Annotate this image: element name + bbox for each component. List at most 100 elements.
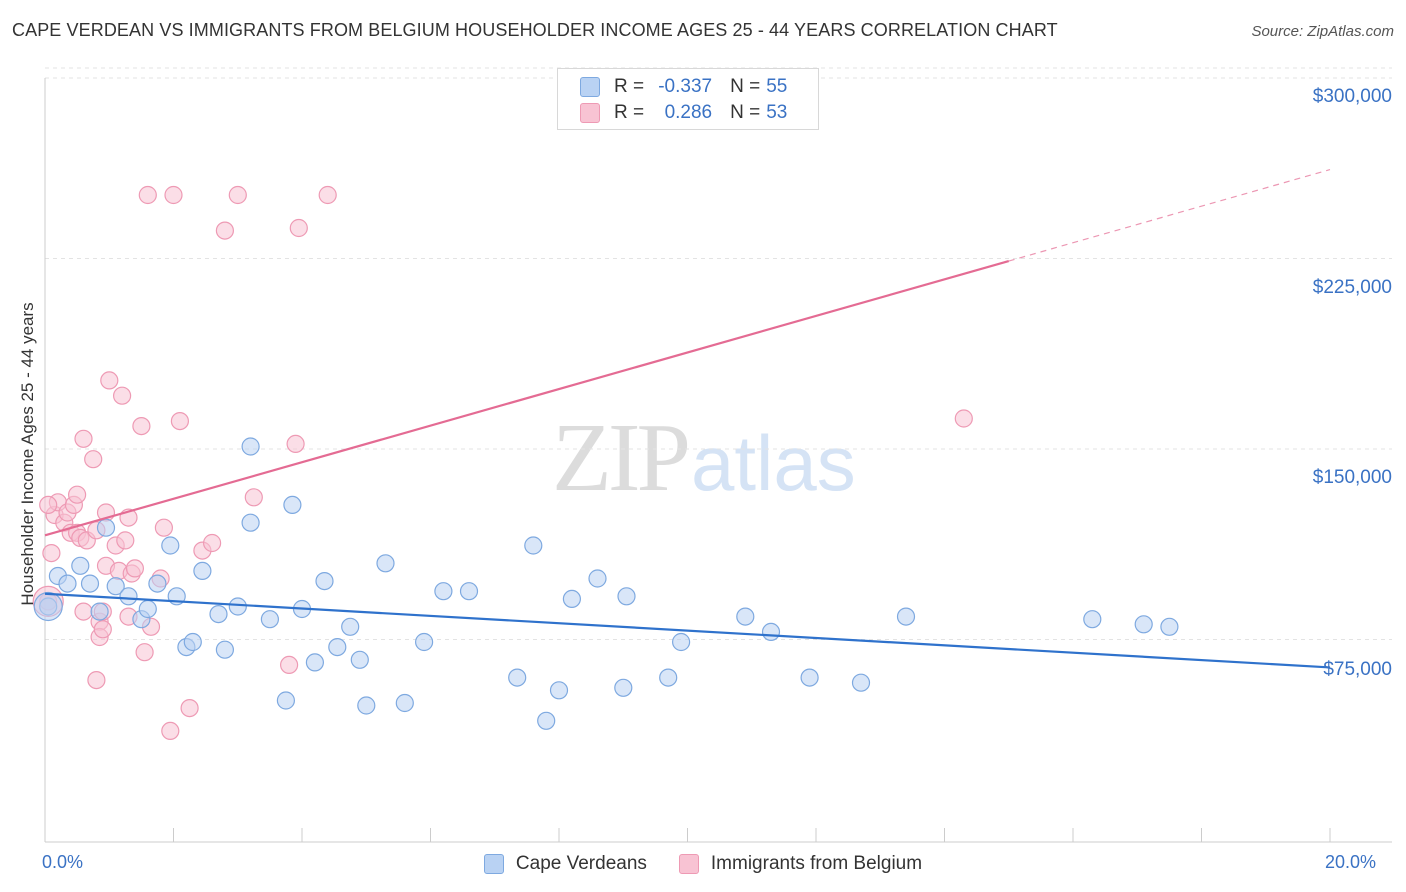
cape-verdean-point-32 xyxy=(376,554,395,573)
belgium-point-50 xyxy=(318,185,337,205)
cape-verdean-point-6 xyxy=(96,518,116,537)
cape-verdean-point-7 xyxy=(106,577,125,596)
cape-verdean-point-39 xyxy=(537,711,556,730)
belgium-point-11 xyxy=(74,602,93,621)
belgium-point-40 xyxy=(170,412,189,431)
legend-swatch-pink xyxy=(580,103,600,123)
legend-n-label: N = xyxy=(730,76,761,97)
belgium-point-41 xyxy=(180,698,199,718)
y-tick-label-300000: $300,000 xyxy=(1312,86,1392,107)
belgium-point-44 xyxy=(215,221,234,240)
belgium-point-32 xyxy=(132,417,151,436)
belgium-point-8 xyxy=(67,485,87,504)
legend-label-cape-verdeans: Cape Verdeans xyxy=(515,853,647,874)
trend-lines xyxy=(44,169,1331,669)
belgium-point-39 xyxy=(164,185,183,205)
belgium-point-46 xyxy=(244,488,263,507)
cape-verdean-point-36 xyxy=(459,582,479,601)
cape-verdean-point-22 xyxy=(260,610,279,629)
belgium-point-31 xyxy=(125,559,144,578)
cape-verdean-point-12 xyxy=(161,536,180,555)
belgium-point-14 xyxy=(84,450,103,469)
legend-r-value: -0.337 xyxy=(658,76,713,97)
legend-swatch-pink xyxy=(678,854,699,874)
legend-label-immigrants-from-belgium: Immigrants from Belgium xyxy=(710,853,923,874)
grid-lines xyxy=(45,67,1392,640)
belgium-point-51 xyxy=(954,409,973,428)
cape-verdean-point-49 xyxy=(800,668,819,687)
cape-verdean-point-20 xyxy=(241,437,260,456)
cape-verdean-point-18 xyxy=(215,640,234,659)
cape-verdean-point-2 xyxy=(58,574,77,593)
cape-verdean-point-3 xyxy=(71,556,90,575)
belgium-point-33 xyxy=(135,643,154,662)
cape-verdean-point-38 xyxy=(524,536,543,555)
cape-verdean-point-21 xyxy=(241,513,260,532)
y-tick-label-225000: $225,000 xyxy=(1312,277,1392,298)
legend-r-label: R = xyxy=(614,76,645,97)
belgium-point-43 xyxy=(203,533,222,553)
stats-legend: R = -0.337 N = 55 R = 0.286 N = 53 xyxy=(557,68,819,130)
cape-verdean-point-34 xyxy=(415,632,434,652)
belgium-point-48 xyxy=(286,434,305,453)
cape-verdean-point-27 xyxy=(315,571,334,591)
axes xyxy=(44,78,1392,843)
belgium-point-12 xyxy=(74,429,93,448)
legend-swatch-blue xyxy=(580,77,600,97)
belgium-point-49 xyxy=(289,218,308,238)
cape-verdean-point-52 xyxy=(1083,610,1102,629)
legend-swatch-blue xyxy=(483,854,504,874)
y-tick-label-75000: $75,000 xyxy=(1323,659,1392,680)
cape-verdean-point-10 xyxy=(138,599,157,619)
belgium-trend-extension xyxy=(1008,169,1331,262)
belgium-point-19 xyxy=(93,620,112,639)
cape-verdean-point-53 xyxy=(1134,615,1153,634)
belgium-point-45 xyxy=(228,185,247,205)
cape-verdean-point-5 xyxy=(90,602,109,621)
legend-n-label: N = xyxy=(730,102,761,123)
cape-verdean-point-37 xyxy=(508,668,527,687)
y-tick-label-150000: $150,000 xyxy=(1312,467,1392,488)
legend-item-immigrants-from-belgium: Immigrants from Belgium xyxy=(678,853,923,875)
legend-row-cape-verdeans: R = -0.337 N = 55 xyxy=(580,75,796,99)
cape-verdean-point-17 xyxy=(209,604,228,624)
belgium-point-26 xyxy=(112,386,132,405)
cape-verdean-point-15 xyxy=(183,632,202,652)
legend-n-value: 55 xyxy=(766,76,788,97)
series-immigrants-from-belgium xyxy=(32,185,973,741)
cape-verdean-point-42 xyxy=(588,569,607,588)
cape-verdean-point-29 xyxy=(341,617,360,636)
cape-verdean-point-16 xyxy=(193,561,212,581)
belgium-point-47 xyxy=(280,655,299,675)
cape-verdean-trend-line xyxy=(44,592,1331,669)
cape-verdean-point-30 xyxy=(350,650,369,669)
x-axis-left-label: 0.0% xyxy=(42,852,84,872)
legend-row-immigrants-from-belgium: R = 0.286 N = 53 xyxy=(580,101,796,125)
cape-verdean-point-31 xyxy=(357,696,376,715)
cape-verdean-point-11 xyxy=(148,574,167,593)
cape-verdean-point-19 xyxy=(228,597,247,616)
cape-verdean-point-24 xyxy=(283,495,302,514)
cape-verdean-point-46 xyxy=(671,632,691,652)
cape-verdean-point-23 xyxy=(276,691,295,710)
cape-verdean-point-35 xyxy=(434,582,453,601)
cape-verdean-point-47 xyxy=(736,607,755,626)
legend-r-value: 0.286 xyxy=(664,102,713,123)
belgium-point-52 xyxy=(39,495,58,514)
cape-verdean-point-48 xyxy=(761,622,781,642)
source-text: Source: ZipAtlas.com xyxy=(1251,23,1394,40)
cape-verdean-cluster-point xyxy=(33,591,63,622)
belgium-point-15 xyxy=(87,670,106,690)
belgium-trend-line xyxy=(44,259,1010,537)
cape-verdean-point-45 xyxy=(659,668,678,687)
chart-title: CAPE VERDEAN VS IMMIGRANTS FROM BELGIUM … xyxy=(12,20,1058,40)
y-axis-title: Householder Income Ages 25 - 44 years xyxy=(18,302,37,606)
cape-verdean-point-50 xyxy=(851,673,871,692)
series-legend: Cape Verdeans Immigrants from Belgium xyxy=(0,852,1406,876)
cape-verdean-point-41 xyxy=(562,589,582,609)
x-axis-right-label: 20.0% xyxy=(1325,852,1377,872)
belgium-point-34 xyxy=(138,185,157,205)
cape-verdean-point-33 xyxy=(395,693,414,713)
